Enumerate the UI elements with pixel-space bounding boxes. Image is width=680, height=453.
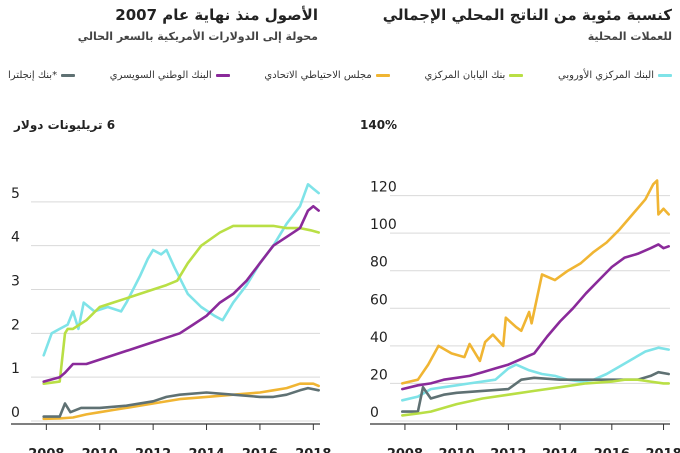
left-xtick-label: 2012	[135, 447, 171, 453]
left-xtick-label: 2016	[242, 447, 278, 453]
left-ytick-label: 0	[11, 405, 20, 421]
legend-swatch-boj	[509, 73, 524, 77]
left-series-line	[42, 204, 321, 383]
right-xtick-label: 2014	[542, 447, 578, 453]
legend-swatch-fed	[375, 73, 390, 77]
left-chart-y-unit: 6 تريليونات دولار	[14, 118, 116, 132]
legend-label-fed: مجلس الاحتياطي الاتحادي	[264, 69, 372, 81]
left-series-line	[42, 382, 321, 421]
right-ytick-label: 0	[370, 405, 379, 421]
right-xtick-label: 2010	[439, 447, 475, 453]
right-ytick-label: 100	[370, 217, 397, 233]
legend-label-snb: البنك الوطني السويسري	[109, 69, 212, 81]
right-series-line	[400, 243, 671, 391]
left-ytick-label: 2	[11, 317, 20, 333]
right-xtick-label: 2018	[645, 447, 680, 453]
right-chart-y-unit: 140%	[360, 118, 398, 132]
left-series-line	[42, 224, 321, 386]
legend-item-ecb: البنك المركزي الأوروبي	[558, 70, 672, 81]
right-xtick-label: 2008	[387, 447, 423, 453]
left-series-line	[42, 386, 321, 418]
legend-item-snb: البنك الوطني السويسري	[110, 70, 230, 81]
legend-swatch-snb	[215, 73, 230, 77]
legend-label-boj: بنك اليابان المركزي	[424, 69, 506, 81]
right-ytick-label: 40	[370, 330, 388, 346]
left-chart-subtitle: محولة إلى الدولارات الأمريكية بالسعر الح…	[77, 30, 318, 43]
legend-swatch-boe	[61, 73, 76, 77]
legend-item-fed: مجلس الاحتياطي الاتحادي	[264, 69, 390, 81]
right-ytick-label: 20	[370, 367, 388, 383]
left-ytick-label: 1	[11, 361, 20, 377]
left-ytick-label: 5	[11, 186, 20, 202]
right-series-line	[400, 346, 671, 402]
legend-swatch-ecb	[658, 73, 672, 77]
legend-label-boe: *بنك إنجلترا	[8, 69, 58, 81]
legend-label-ecb: البنك المركزي الأوروبي	[558, 69, 654, 81]
left-ytick-label: 3	[11, 274, 20, 290]
legend-item-boj: بنك اليابان المركزي	[424, 69, 524, 81]
left-chart-title: الأصول منذ نهاية عام 2007	[115, 6, 318, 24]
right-series-line	[400, 378, 671, 417]
left-xtick-label: 2018	[295, 447, 331, 453]
right-xtick-label: 2012	[490, 447, 526, 453]
right-ytick-label: 80	[370, 255, 388, 271]
left-series-line	[42, 183, 321, 357]
left-xtick-label: 2014	[188, 447, 224, 453]
right-chart-subtitle: للعملات المحلية	[587, 30, 672, 43]
right-ytick-label: 60	[370, 292, 388, 308]
right-xtick-label: 2016	[594, 447, 630, 453]
right-ytick-label: 120	[370, 180, 397, 196]
right-series-line	[400, 179, 671, 385]
left-ytick-label: 4	[11, 230, 20, 246]
legend: البنك المركزي الأوروبي بنك اليابان المرك…	[8, 66, 672, 84]
left-xtick-label: 2010	[82, 447, 118, 453]
legend-item-boe: *بنك إنجلترا	[8, 69, 76, 81]
right-chart-title: كنسبة مئوية من الناتج المحلي الإجمالي	[382, 6, 672, 24]
left-xtick-label: 2008	[28, 447, 64, 453]
